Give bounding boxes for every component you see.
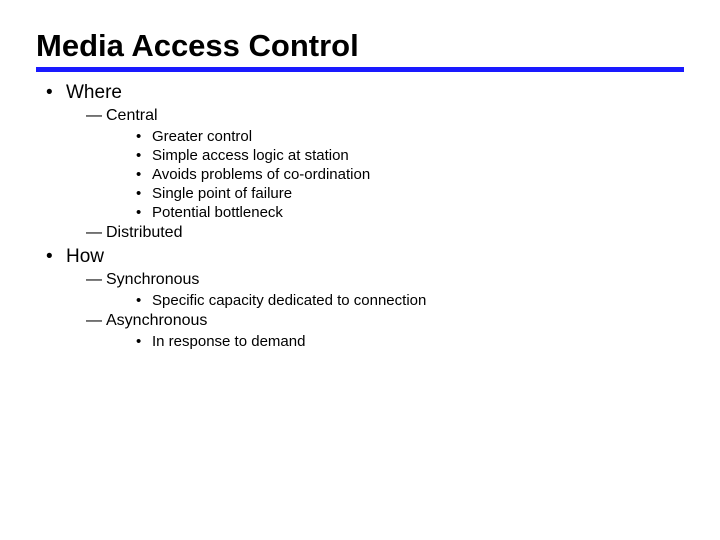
outline-how-label: How bbox=[66, 246, 104, 267]
list-item-text: In response to demand bbox=[152, 333, 305, 350]
list-item-text: Greater control bbox=[152, 128, 252, 145]
list-item-text: Avoids problems of co-ordination bbox=[152, 166, 370, 183]
outline-where-label: Where bbox=[66, 82, 122, 103]
outline-how: How Synchronous Specific capacity dedica… bbox=[42, 246, 684, 350]
list-item: Avoids problems of co-ordination bbox=[134, 166, 684, 183]
list-item: Single point of failure bbox=[134, 185, 684, 202]
outline-root: Where Central Greater control Simple acc… bbox=[36, 82, 684, 350]
outline-central-items: Greater control Simple access logic at s… bbox=[106, 128, 684, 221]
list-item: Greater control bbox=[134, 128, 684, 145]
outline-central-label: Central bbox=[106, 107, 158, 124]
list-item-text: Specific capacity dedicated to connectio… bbox=[152, 292, 426, 309]
outline-asynchronous-label: Asynchronous bbox=[106, 312, 207, 329]
outline-synchronous: Synchronous Specific capacity dedicated … bbox=[86, 271, 684, 309]
outline-asynchronous: Asynchronous In response to demand bbox=[86, 312, 684, 350]
outline-where-children: Central Greater control Simple access lo… bbox=[66, 107, 684, 242]
outline-distributed-label: Distributed bbox=[106, 224, 182, 241]
outline-how-children: Synchronous Specific capacity dedicated … bbox=[66, 271, 684, 350]
outline-where: Where Central Greater control Simple acc… bbox=[42, 82, 684, 242]
outline-central: Central Greater control Simple access lo… bbox=[86, 107, 684, 221]
list-item: Simple access logic at station bbox=[134, 147, 684, 164]
slide-title: Media Access Control bbox=[36, 28, 684, 64]
list-item: Potential bottleneck bbox=[134, 204, 684, 221]
outline-asynchronous-items: In response to demand bbox=[106, 333, 684, 350]
outline-synchronous-label: Synchronous bbox=[106, 271, 199, 288]
list-item-text: Simple access logic at station bbox=[152, 147, 349, 164]
outline-distributed: Distributed bbox=[86, 224, 684, 242]
list-item-text: Potential bottleneck bbox=[152, 204, 283, 221]
list-item: In response to demand bbox=[134, 333, 684, 350]
list-item-text: Single point of failure bbox=[152, 185, 292, 202]
title-underline bbox=[36, 67, 684, 72]
list-item: Specific capacity dedicated to connectio… bbox=[134, 292, 684, 309]
outline-synchronous-items: Specific capacity dedicated to connectio… bbox=[106, 292, 684, 309]
